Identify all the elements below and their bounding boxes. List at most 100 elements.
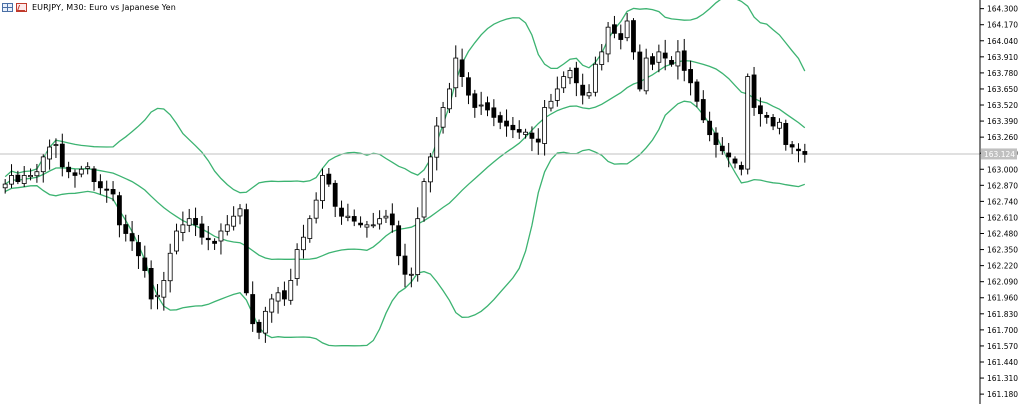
price-tick-label: 163.390 — [987, 117, 1018, 126]
candle-body — [313, 199, 319, 219]
candle — [745, 73, 751, 175]
candle — [224, 215, 230, 236]
candle-body — [97, 181, 103, 189]
price-tick-label: 161.960 — [987, 294, 1018, 303]
candle-body — [440, 107, 446, 128]
candle-body — [700, 99, 706, 121]
candle-body — [580, 84, 586, 96]
candle — [523, 128, 528, 139]
candle — [408, 267, 414, 288]
candle — [193, 207, 198, 237]
candle — [288, 268, 294, 305]
candle-body — [262, 310, 268, 334]
candle-body — [301, 236, 306, 251]
candle-body — [59, 143, 65, 168]
candle-body — [358, 222, 363, 226]
candle — [605, 22, 611, 63]
price-tick-label: 162.610 — [987, 213, 1018, 222]
candle — [447, 82, 452, 114]
candle-body — [167, 252, 173, 282]
candle — [59, 133, 65, 177]
candle — [548, 93, 554, 112]
candle-body — [459, 59, 465, 77]
price-tick-label: 163.650 — [987, 85, 1018, 94]
candle — [415, 207, 421, 282]
candle — [738, 161, 744, 176]
candle — [510, 116, 516, 139]
candle — [269, 293, 275, 323]
candle — [161, 271, 167, 311]
candle — [592, 56, 598, 97]
symbol-title: EURJPY, M30: Euro vs Japanese Yen — [32, 2, 176, 12]
candle — [529, 126, 535, 152]
candle-body — [370, 224, 376, 227]
candle-body — [491, 107, 497, 118]
candle-body — [320, 175, 325, 202]
price-tick-label: 161.310 — [987, 374, 1018, 383]
candle-body — [231, 215, 237, 227]
candle-body — [796, 148, 801, 152]
candle — [573, 61, 579, 97]
candle — [599, 44, 605, 71]
candle — [618, 24, 624, 50]
candle-body — [205, 237, 211, 241]
candle — [796, 143, 801, 163]
candle — [707, 111, 713, 142]
candle-body — [554, 88, 560, 101]
candle-body — [66, 166, 72, 173]
candle — [110, 181, 116, 202]
candle — [440, 101, 446, 134]
candle-body — [275, 292, 281, 302]
candle-body — [47, 146, 52, 160]
candle-body — [383, 215, 389, 219]
candle — [624, 13, 630, 42]
candle-body — [237, 208, 243, 217]
price-tick-label: 161.570 — [987, 342, 1018, 351]
candle-body — [212, 240, 218, 244]
candles — [2, 13, 808, 343]
candle-body — [136, 242, 141, 257]
candle-body — [129, 233, 135, 242]
candle-body — [174, 230, 179, 252]
candle — [732, 156, 738, 169]
candle — [85, 162, 91, 175]
candle-body — [250, 294, 256, 325]
candle — [472, 89, 478, 118]
price-tick-label: 164.170 — [987, 21, 1018, 30]
candle-body — [345, 215, 351, 218]
candle — [643, 48, 649, 95]
candle — [777, 118, 782, 135]
candle — [123, 214, 129, 242]
candle — [516, 120, 522, 139]
chart-grid-icon[interactable] — [2, 2, 13, 12]
candle — [453, 45, 459, 98]
candle — [485, 96, 490, 117]
candle-body — [612, 24, 617, 34]
candle — [167, 243, 173, 293]
candle — [28, 168, 33, 181]
candle — [78, 165, 84, 178]
candle — [262, 306, 268, 343]
candle — [301, 224, 306, 259]
candle — [700, 90, 706, 124]
candle-body — [447, 88, 452, 110]
candle — [764, 111, 770, 124]
price-tick-label: 163.000 — [987, 165, 1018, 174]
candle-body — [726, 152, 732, 158]
candle-body — [573, 67, 579, 84]
candle-body — [516, 129, 522, 133]
candle-body — [789, 144, 795, 148]
candle-body — [218, 230, 224, 242]
indicator-icon[interactable] — [16, 2, 27, 12]
candle-body — [332, 182, 338, 207]
price-tick-label: 163.780 — [987, 69, 1018, 78]
candle — [389, 203, 395, 233]
candle — [320, 168, 325, 209]
candle — [53, 138, 59, 158]
price-axis[interactable]: 164.300 164.170 164.040 163.910 163.780 163.6… — [979, 0, 1018, 404]
candle — [694, 79, 700, 108]
candle — [370, 212, 376, 229]
candle — [491, 99, 497, 127]
